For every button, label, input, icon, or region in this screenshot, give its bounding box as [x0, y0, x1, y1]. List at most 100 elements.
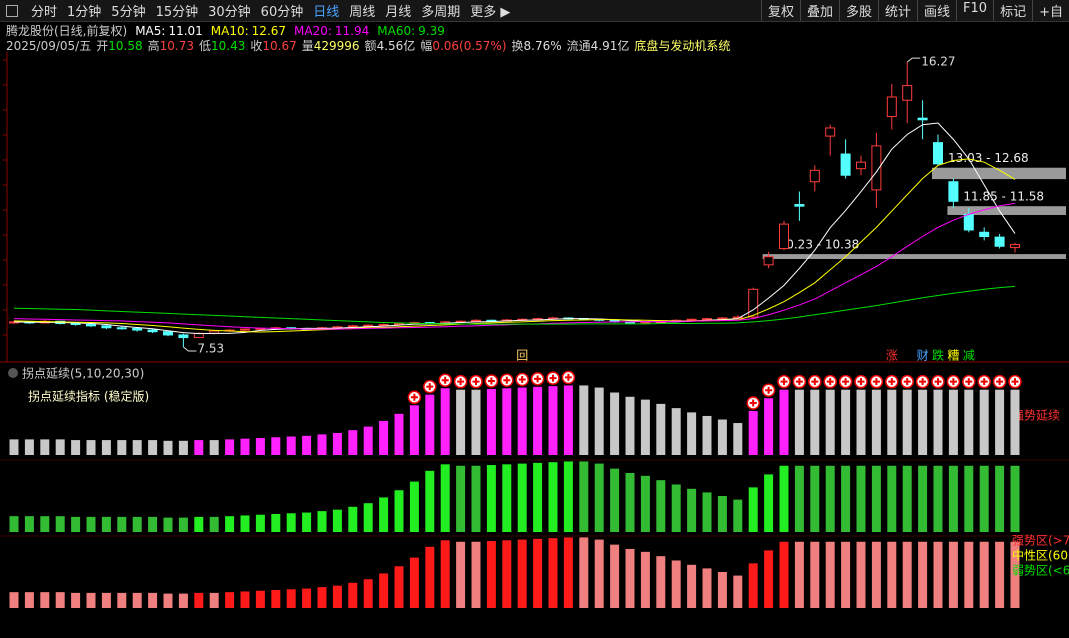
indicator-bar	[425, 394, 435, 455]
tool-button[interactable]: 画线	[917, 0, 956, 21]
ma-label: MA60:	[377, 23, 416, 38]
low-label: 7.53	[197, 342, 224, 356]
signal-plus	[410, 393, 418, 401]
indicator-bar	[471, 389, 481, 455]
indicator-bar	[101, 516, 111, 532]
indicator-bar	[132, 440, 142, 455]
indicator-bar	[101, 592, 111, 608]
indicator-bar	[671, 408, 681, 455]
indicator-bar	[656, 403, 666, 455]
event-marker[interactable]: 回	[516, 349, 528, 363]
indicator-bar	[656, 480, 666, 532]
event-marker[interactable]: 财	[917, 349, 929, 363]
quote-value: 8.76%	[523, 39, 562, 53]
indicator-bar	[101, 440, 111, 455]
event-marker[interactable]: 糟	[947, 348, 959, 363]
sector: 底盘与发动机系统	[634, 39, 731, 53]
candle-body	[101, 325, 112, 329]
indicator-bar	[394, 566, 404, 608]
indicator-bar	[810, 541, 820, 608]
tool-button[interactable]: 叠加	[799, 0, 839, 21]
quote-label: 额	[364, 39, 377, 53]
indicator-bar	[810, 389, 820, 455]
period-tab[interactable]: 15分钟	[155, 5, 199, 20]
period-tab[interactable]: 5分钟	[111, 5, 146, 20]
event-marker[interactable]: 涨	[886, 348, 898, 363]
signal-plus	[842, 378, 850, 386]
indicator-bar	[117, 440, 127, 455]
ma-value: 11.01	[168, 23, 203, 38]
period-tab[interactable]: 周线	[349, 5, 376, 20]
period-tab[interactable]: 日线	[313, 5, 340, 20]
tool-button[interactable]: 复权	[760, 0, 800, 21]
period-tab[interactable]: 更多 ▶	[470, 5, 511, 20]
signal-plus	[934, 378, 942, 386]
period-tab[interactable]: 1分钟	[67, 5, 102, 20]
period-tab[interactable]: 多周期	[421, 5, 461, 20]
quote-item: 低10.43	[199, 37, 245, 54]
indicator-bar	[348, 506, 358, 532]
zone-label: 强势区(>7	[1012, 534, 1069, 548]
ma-value: 12.67	[251, 23, 287, 38]
tool-button[interactable]: +自	[1032, 0, 1069, 21]
candle-body	[748, 288, 759, 318]
indicator-icon[interactable]	[8, 368, 18, 378]
indicator-bar	[517, 387, 527, 455]
indicator-bar	[9, 516, 19, 532]
indicator-bar	[286, 589, 296, 608]
indicator-bar	[471, 465, 481, 532]
indicator-bar	[948, 389, 958, 455]
signal-plus	[457, 378, 465, 386]
tool-button[interactable]: 统计	[878, 0, 917, 21]
indicator-bar	[764, 474, 774, 532]
period-tab[interactable]: 60分钟	[260, 5, 304, 20]
indicator-bar	[794, 541, 804, 608]
candle-body	[840, 153, 851, 176]
indicator-bar	[964, 541, 974, 608]
indicator-bar	[502, 464, 512, 532]
period-tab[interactable]: 分时	[31, 5, 58, 20]
signal-plus	[487, 377, 495, 385]
indicator-bar	[117, 592, 127, 608]
ma-label: MA10:	[210, 23, 249, 38]
indicator-bar	[194, 592, 204, 608]
indicator-bar	[86, 592, 96, 608]
ma-label: MA5:	[135, 23, 166, 38]
event-marker[interactable]: 减	[963, 349, 975, 363]
menu-icon[interactable]	[6, 4, 18, 17]
candle-body	[809, 169, 820, 183]
indicator-bar	[748, 487, 758, 532]
tool-button[interactable]: F10	[956, 0, 993, 21]
signal-plus	[888, 378, 896, 386]
quote-value: 10.43	[210, 39, 246, 53]
candle-body	[116, 327, 127, 330]
indicator-bar	[55, 592, 65, 608]
indicator-bar	[902, 465, 912, 532]
period-tab[interactable]: 月线	[385, 5, 412, 20]
signal-plus	[1011, 378, 1019, 386]
indicator-bar	[40, 516, 50, 532]
indicator-bar	[871, 541, 881, 608]
indicator-bar	[209, 516, 219, 532]
indicator-bar	[995, 389, 1005, 455]
indicator-bar	[394, 490, 404, 532]
indicator-bar	[379, 420, 389, 455]
candle-body	[763, 256, 774, 266]
indicator-bar	[486, 541, 496, 608]
event-marker[interactable]: 跌	[932, 348, 944, 363]
tool-button[interactable]: 标记	[993, 0, 1032, 21]
indicator-bar	[271, 437, 281, 455]
quote-label: 开	[96, 39, 109, 53]
indicator-bar	[394, 413, 404, 455]
signal-plus	[441, 376, 449, 384]
tool-button[interactable]: 多股	[839, 0, 878, 21]
indicator-bar	[948, 465, 958, 532]
quote-value: 429996	[313, 39, 360, 53]
indicator-bar	[933, 541, 943, 608]
period-tab[interactable]: 30分钟	[208, 5, 251, 20]
ma-label: MA20:	[294, 23, 332, 38]
quote-label: 高	[147, 39, 160, 53]
indicator-bar	[748, 410, 758, 455]
quote-label: 幅	[420, 39, 433, 53]
ma-legend: MA5: 11.01	[135, 24, 203, 38]
